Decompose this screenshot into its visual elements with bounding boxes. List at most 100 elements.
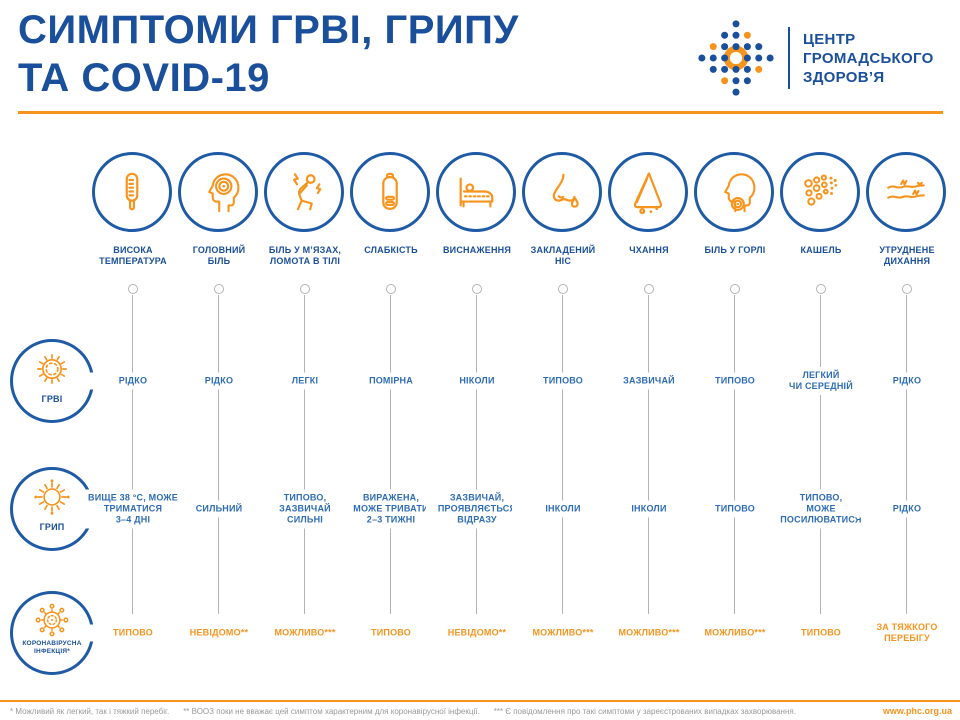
footnotes: * Можливий як легкий, так і тяжкий переб… bbox=[10, 707, 796, 716]
cell-covid-sore-throat: МОЖЛИВО*** bbox=[684, 624, 786, 642]
symptom-column-exhaustion: ВИСНАЖЕННЯ НІКОЛИ ЗАЗВИЧАЙ, ПРОЯВЛЯЄТЬСЯ… bbox=[426, 0, 528, 720]
symptom-label: СЛАБКІСТЬ bbox=[364, 245, 418, 255]
virus-icon bbox=[37, 354, 67, 384]
symptom-column-breathing: УТРУДНЕНЕ ДИХАННЯ РІДКО РІДКО ЗА ТЯЖКОГО… bbox=[856, 0, 958, 720]
symptom-icon-circle bbox=[264, 152, 344, 232]
connector-dot bbox=[816, 284, 826, 294]
cell-flu-temperature: ВИЩЕ 38 °С, МОЖЕ ТРИМАТИСЯ 3–4 ДНІ bbox=[82, 489, 184, 529]
symptom-icon-circle bbox=[522, 152, 602, 232]
breathing-icon bbox=[887, 179, 925, 199]
footer: * Можливий як легкий, так і тяжкий переб… bbox=[10, 706, 952, 716]
cell-flu-sore-throat: ТИПОВО bbox=[684, 500, 786, 518]
connector-line bbox=[476, 295, 477, 614]
cell-flu-cough: ТИПОВО, МОЖЕ ПОСИЛЮВАТИСЯ bbox=[770, 489, 872, 529]
cell-covid-breathing: ЗА ТЯЖКОГО ПЕРЕБІГУ bbox=[856, 619, 958, 647]
symptom-column-cough: КАШЕЛЬ ЛЕГКИЙ ЧИ СЕРЕДНІЙ ТИПОВО, МОЖЕ П… bbox=[770, 0, 872, 720]
flu-icon bbox=[34, 479, 70, 515]
connector-line bbox=[906, 295, 907, 614]
symptom-label: ЧХАННЯ bbox=[629, 245, 669, 255]
cell-covid-sneezing: МОЖЛИВО*** bbox=[598, 624, 700, 642]
connector-line bbox=[390, 295, 391, 614]
phc-logo: ЦЕНТР ГРОМАДСЬКОГО ЗДОРОВ’Я bbox=[694, 16, 934, 100]
row-badge-grvi: ГРВІ bbox=[10, 339, 94, 423]
cell-grvi-stuffy-nose: ТИПОВО bbox=[512, 372, 614, 390]
connector-dot bbox=[386, 284, 396, 294]
symptom-column-sore-throat: БІЛЬ У ГОРЛІ ТИПОВО ТИПОВО МОЖЛИВО*** bbox=[684, 0, 786, 720]
cell-covid-temperature: ТИПОВО bbox=[82, 624, 184, 642]
connector-dot bbox=[644, 284, 654, 294]
cell-flu-muscle-pain: ТИПОВО, ЗАЗВИЧАЙ СИЛЬНІ bbox=[254, 489, 356, 529]
symptom-label: ГОЛОВНИЙ БІЛЬ bbox=[192, 245, 246, 266]
cell-covid-stuffy-nose: МОЖЛИВО*** bbox=[512, 624, 614, 642]
connector-dot bbox=[214, 284, 224, 294]
symptom-column-temperature: ВИСОКА ТЕМПЕРАТУРА РІДКО ВИЩЕ 38 °С, МОЖ… bbox=[82, 0, 184, 720]
symptom-label: КАШЕЛЬ bbox=[800, 245, 842, 255]
symptom-label: ЗАКЛАДЕНИЙ НІС bbox=[530, 245, 596, 266]
connector-line bbox=[562, 295, 563, 614]
cell-grvi-exhaustion: НІКОЛИ bbox=[426, 372, 528, 390]
symptom-column-sneezing: ЧХАННЯ ЗАЗВИЧАЙ ІНКОЛИ МОЖЛИВО*** bbox=[598, 0, 700, 720]
thermometer-icon bbox=[125, 172, 139, 211]
footnote-2: ** ВООЗ поки не вважає цей симптом харак… bbox=[183, 707, 480, 716]
cell-flu-stuffy-nose: ІНКОЛИ bbox=[512, 500, 614, 518]
headache-icon bbox=[208, 173, 240, 213]
connector-dot bbox=[300, 284, 310, 294]
logo-divider bbox=[788, 27, 790, 89]
cell-grvi-temperature: РІДКО bbox=[82, 372, 184, 390]
connector-dot bbox=[902, 284, 912, 294]
connector-line bbox=[132, 295, 133, 614]
footer-divider bbox=[0, 700, 960, 702]
connector-line bbox=[734, 295, 735, 614]
cell-flu-sneezing: ІНКОЛИ bbox=[598, 500, 700, 518]
connector-dot bbox=[558, 284, 568, 294]
sneezing-icon bbox=[633, 172, 663, 215]
footnote-1: * Можливий як легкий, так і тяжкий переб… bbox=[10, 707, 170, 716]
symptom-icon-circle bbox=[608, 152, 688, 232]
cell-grvi-cough: ЛЕГКИЙ ЧИ СЕРЕДНІЙ bbox=[770, 367, 872, 395]
cell-grvi-headache: РІДКО bbox=[168, 372, 270, 390]
phc-logo-icon bbox=[698, 20, 774, 96]
page-title: СИМПТОМИ ГРВІ, ГРИПУ ТА COVID-19 bbox=[18, 8, 519, 100]
symptom-label: ВИСОКА ТЕМПЕРАТУРА bbox=[99, 245, 167, 266]
battery-low-icon bbox=[382, 172, 398, 210]
connector-dot bbox=[730, 284, 740, 294]
connector-line bbox=[820, 295, 821, 614]
symptom-icon-circle bbox=[178, 152, 258, 232]
stuffy-nose-icon bbox=[552, 173, 579, 208]
symptom-column-muscle-pain: БІЛЬ У М’ЯЗАХ, ЛОМОТА В ТІЛІ ЛЕГКІ ТИПОВ… bbox=[254, 0, 356, 720]
cell-covid-cough: ТИПОВО bbox=[770, 624, 872, 642]
coronavirus-icon bbox=[35, 603, 69, 637]
cell-grvi-sneezing: ЗАЗВИЧАЙ bbox=[598, 372, 700, 390]
symptom-icon-circle bbox=[866, 152, 946, 232]
row-label-flu: ГРИП bbox=[39, 522, 65, 532]
connector-line bbox=[218, 295, 219, 614]
cell-flu-breathing: РІДКО bbox=[856, 500, 958, 518]
cell-flu-weakness: ВИРАЖЕНА, МОЖЕ ТРИВАТИ 2–3 ТИЖНІ bbox=[340, 489, 442, 529]
cell-grvi-weakness: ПОМІРНА bbox=[340, 372, 442, 390]
cell-covid-weakness: ТИПОВО bbox=[340, 624, 442, 642]
symptom-icon-circle bbox=[436, 152, 516, 232]
website-link[interactable]: www.phc.org.ua bbox=[882, 706, 952, 716]
cell-grvi-breathing: РІДКО bbox=[856, 372, 958, 390]
symptom-label: БІЛЬ У ГОРЛІ bbox=[704, 245, 766, 255]
connector-line bbox=[304, 295, 305, 614]
body-ache-icon bbox=[293, 173, 322, 211]
cell-covid-headache: НЕВІДОМО** bbox=[168, 624, 270, 642]
symptom-label: УТРУДНЕНЕ ДИХАННЯ bbox=[879, 245, 935, 266]
cell-flu-exhaustion: ЗАЗВИЧАЙ, ПРОЯВЛЯЄТЬСЯ ВІДРАЗУ bbox=[426, 489, 528, 529]
connector-dot bbox=[128, 284, 138, 294]
row-label-grvi: ГРВІ bbox=[41, 394, 63, 404]
bed-rest-icon bbox=[459, 177, 494, 208]
cell-covid-exhaustion: НЕВІДОМО** bbox=[426, 624, 528, 642]
symptom-icon-circle bbox=[92, 152, 172, 232]
row-label-coronavirus: КОРОНАВІРУСНА ІНФЕКЦІЯ* bbox=[22, 640, 82, 655]
cell-flu-headache: СИЛЬНИЙ bbox=[168, 500, 270, 518]
cell-grvi-sore-throat: ТИПОВО bbox=[684, 372, 786, 390]
symptom-icon-circle bbox=[780, 152, 860, 232]
sore-throat-icon bbox=[724, 173, 756, 213]
symptom-column-stuffy-nose: ЗАКЛАДЕНИЙ НІС ТИПОВО ІНКОЛИ МОЖЛИВО*** bbox=[512, 0, 614, 720]
symptom-label: БІЛЬ У М’ЯЗАХ, ЛОМОТА В ТІЛІ bbox=[268, 245, 342, 266]
footnote-3: *** Є повідомлення про такі симптоми у з… bbox=[493, 707, 796, 716]
cough-icon bbox=[804, 174, 838, 206]
